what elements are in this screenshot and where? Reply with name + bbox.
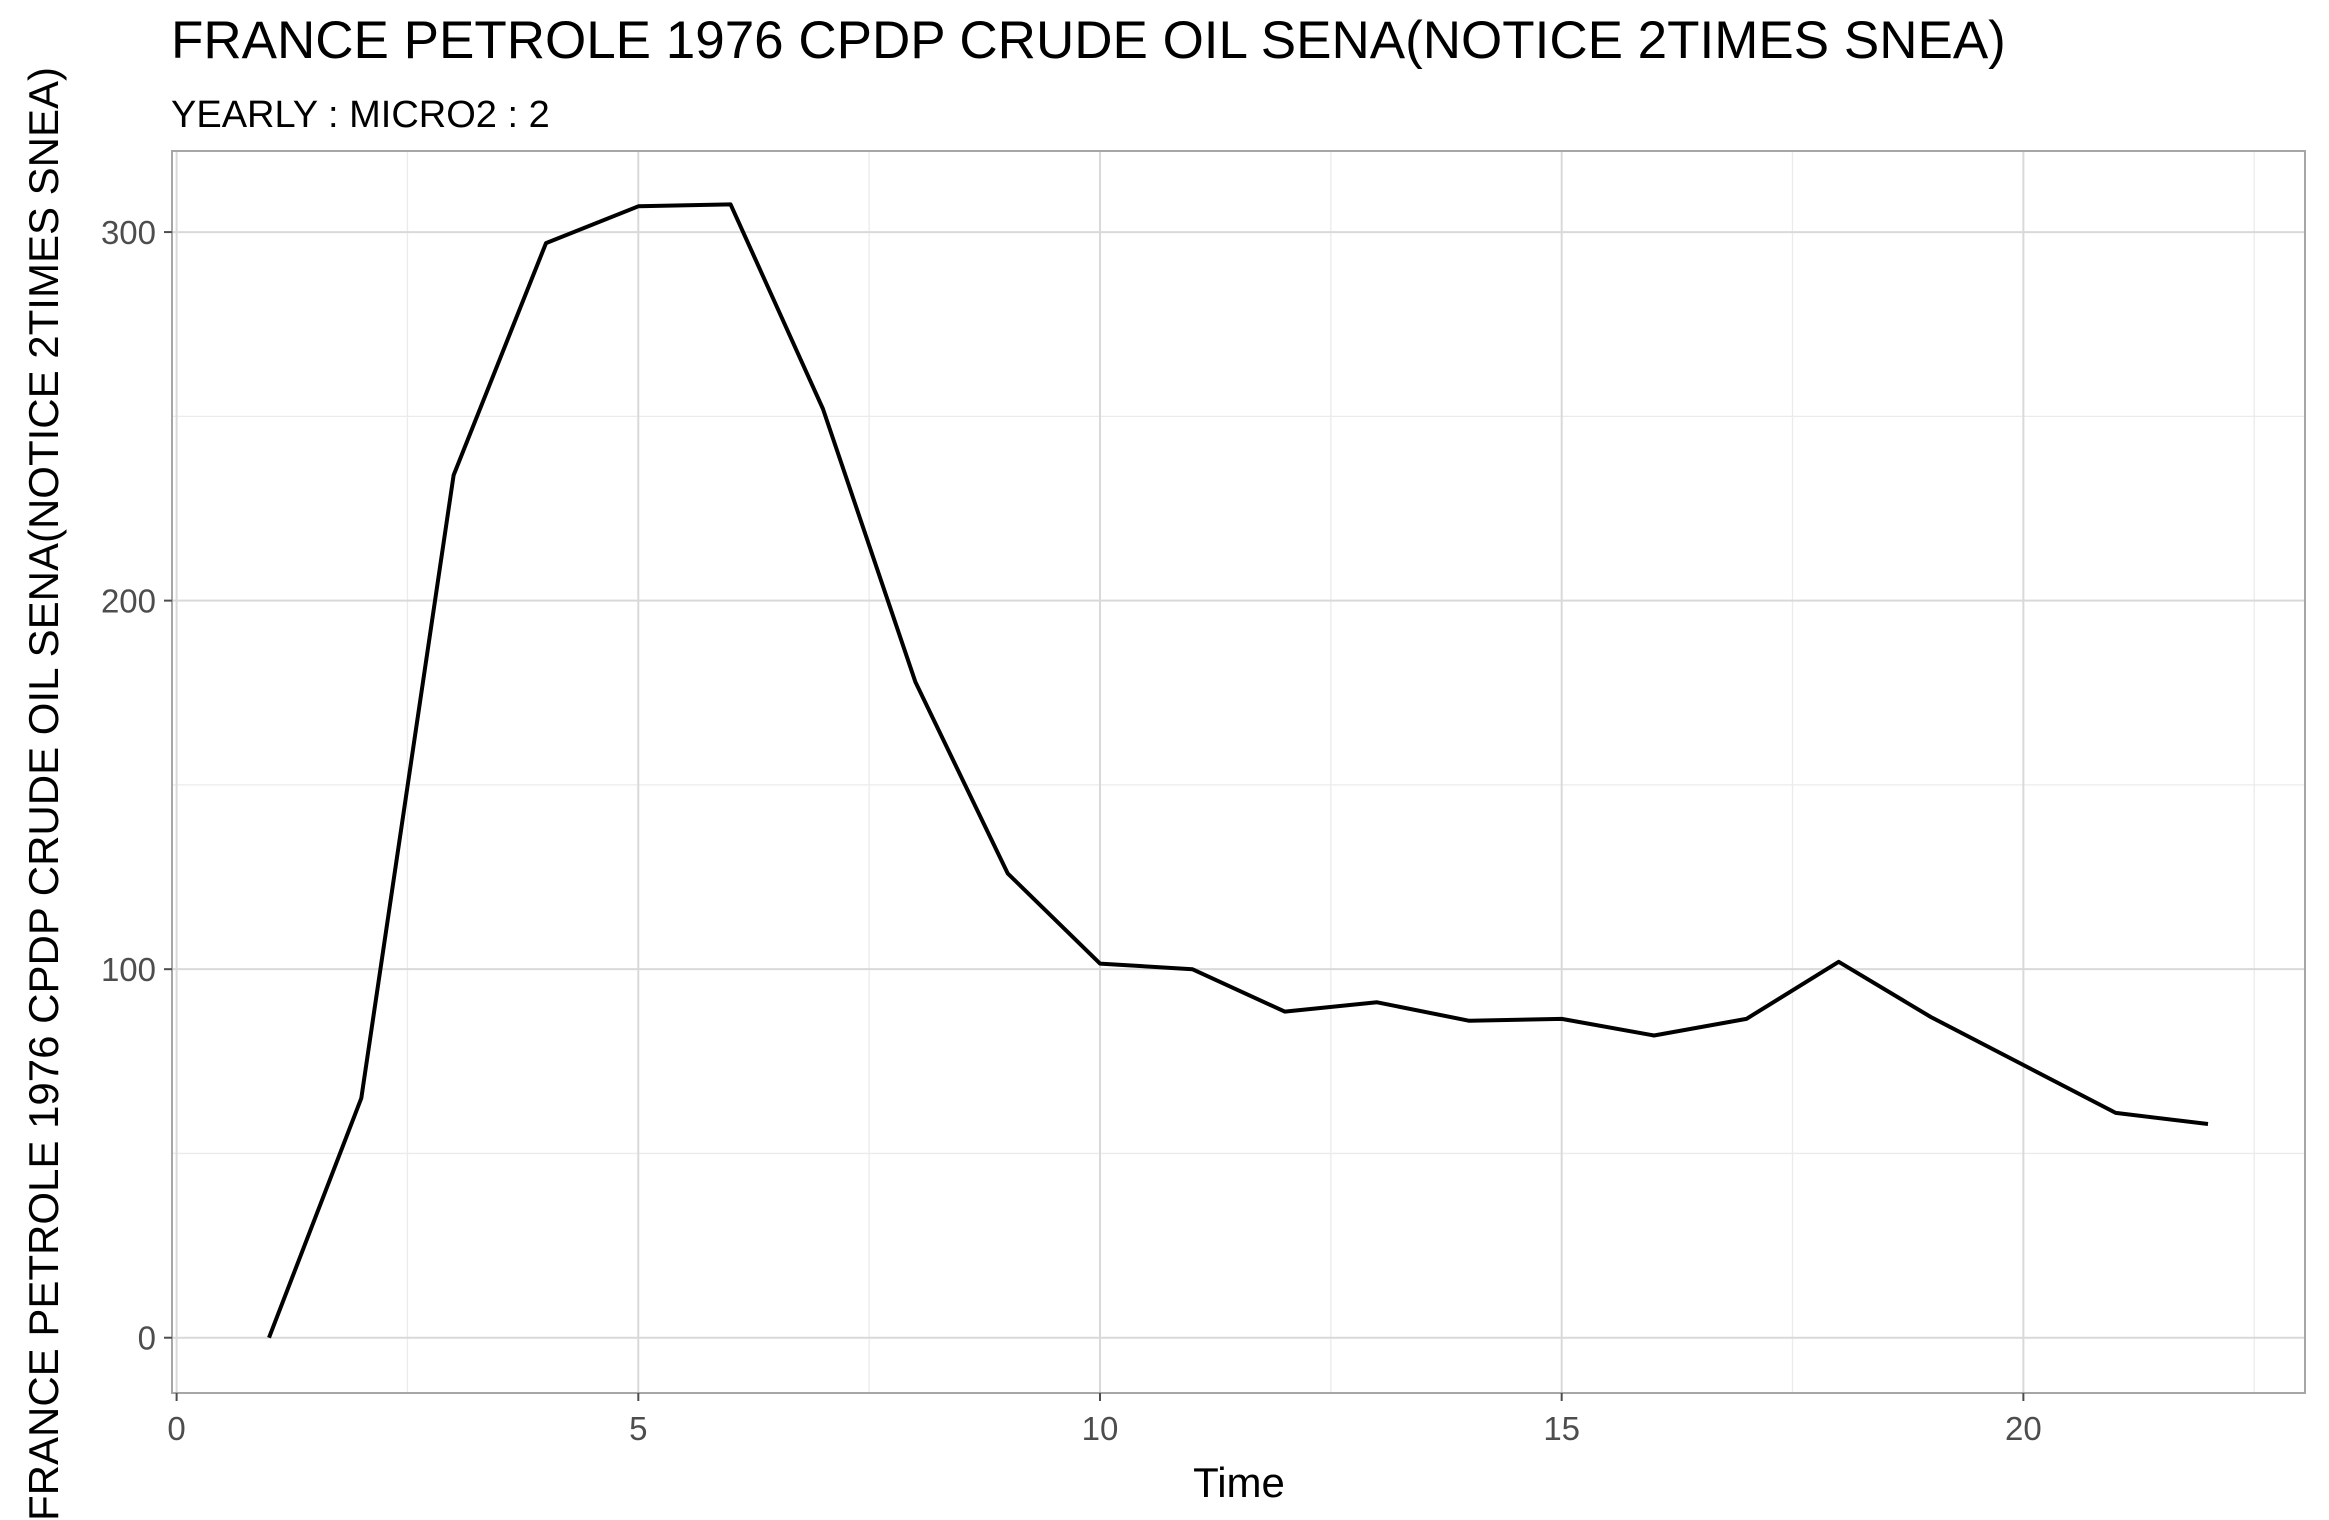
y-tick-label: 200 [101,583,156,620]
y-tick-label: 100 [101,951,156,988]
x-tick-label: 10 [1082,1410,1119,1447]
y-tick-label: 0 [138,1320,156,1357]
x-tick-label: 5 [629,1410,647,1447]
x-tick-label: 0 [167,1410,185,1447]
y-tick-label: 300 [101,214,156,251]
chart-subtitle: YEARLY : MICRO2 : 2 [171,94,550,136]
y-axis-label: FRANCE PETROLE 1976 CPDP CRUDE OIL SENA(… [20,67,67,1520]
x-tick-label: 20 [2005,1410,2042,1447]
y-axis-label-group: FRANCE PETROLE 1976 CPDP CRUDE OIL SENA(… [20,67,67,1520]
chart-title: FRANCE PETROLE 1976 CPDP CRUDE OIL SENA(… [171,11,2006,70]
x-axis-label: Time [1193,1459,1285,1506]
plot-border [171,150,2306,1394]
series-line [267,202,2209,1339]
x-tick-label: 15 [1543,1410,1580,1447]
